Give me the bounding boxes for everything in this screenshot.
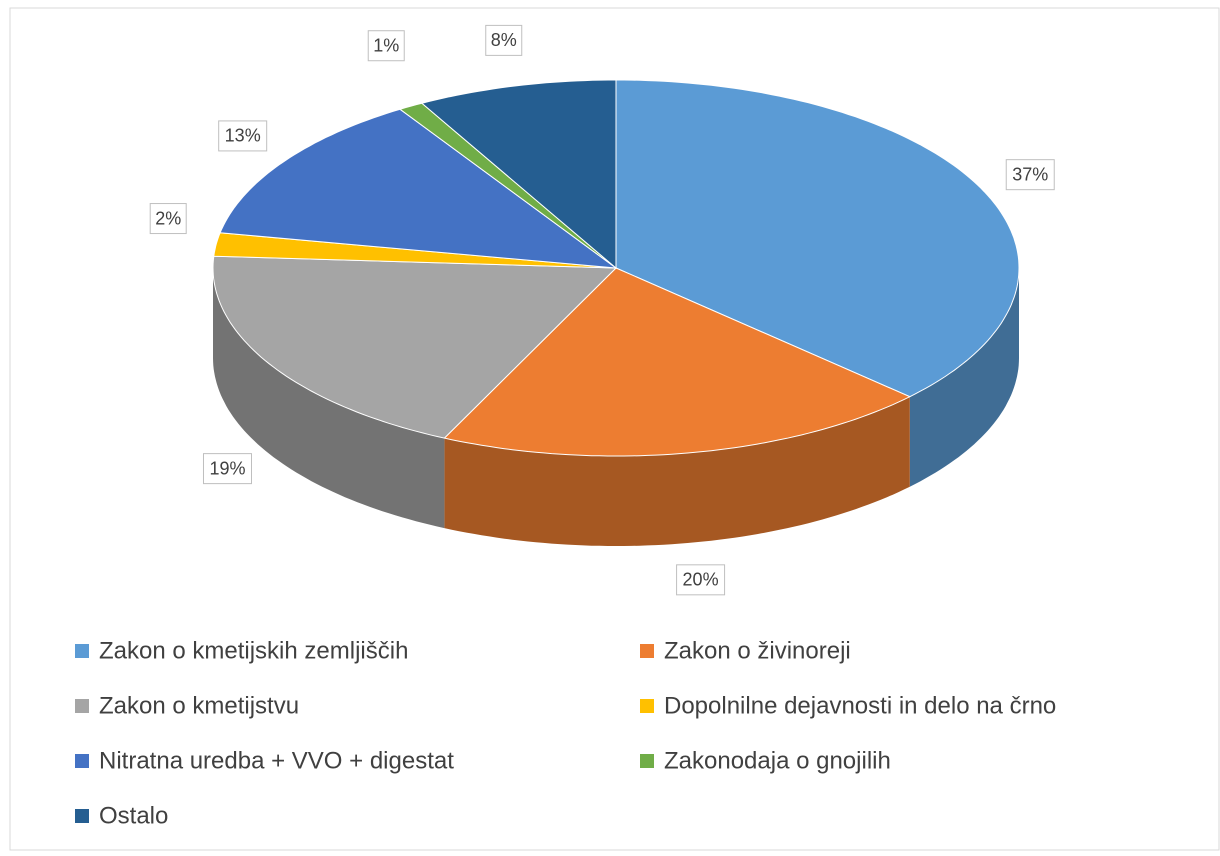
legend-label: Nitratna uredba + VVO + digestat	[99, 747, 454, 774]
slice	[212, 255, 618, 439]
data-label: 19%	[209, 458, 245, 478]
legend-swatch	[640, 644, 654, 658]
legend-label: Ostalo	[99, 802, 168, 829]
slice-side	[909, 268, 1019, 487]
slice	[219, 108, 618, 269]
data-label-box	[202, 453, 252, 485]
legend-swatch	[640, 699, 654, 713]
data-label: 13%	[225, 126, 261, 146]
legend-label: Zakon o kmetijskih zemljiščih	[99, 637, 408, 664]
data-label-box	[676, 564, 726, 596]
legend-label: Zakon o kmetijstvu	[99, 692, 299, 719]
pie-tops	[212, 79, 1020, 457]
data-label-box	[1005, 159, 1055, 191]
data-labels: 37% 20% 19% 2% 13% 1% 8%	[149, 24, 1055, 596]
data-label: 37%	[1012, 164, 1048, 184]
legend-label: Zakon o živinoreji	[664, 637, 851, 664]
data-label: 1%	[373, 35, 399, 55]
legend-swatch	[75, 644, 89, 658]
data-label-box	[149, 203, 187, 235]
data-label: 8%	[491, 30, 517, 50]
legend-label: Dopolnilne dejavnosti in delo na črno	[664, 692, 1056, 719]
legend-label: Zakonodaja o gnojilih	[664, 747, 891, 774]
slice	[443, 267, 911, 457]
data-label: 2%	[155, 208, 181, 228]
data-label-box	[218, 120, 268, 152]
slice	[420, 79, 617, 270]
legend-swatch	[75, 699, 89, 713]
legend-swatch	[75, 754, 89, 768]
data-label: 20%	[683, 570, 719, 590]
slice-side	[444, 396, 910, 546]
pie-sides	[213, 268, 1019, 546]
legend-swatch	[640, 754, 654, 768]
slice	[615, 79, 1020, 398]
slice-side	[213, 268, 445, 529]
data-label-box	[367, 30, 405, 62]
data-label-box	[485, 24, 523, 56]
legend-swatch	[75, 809, 89, 823]
